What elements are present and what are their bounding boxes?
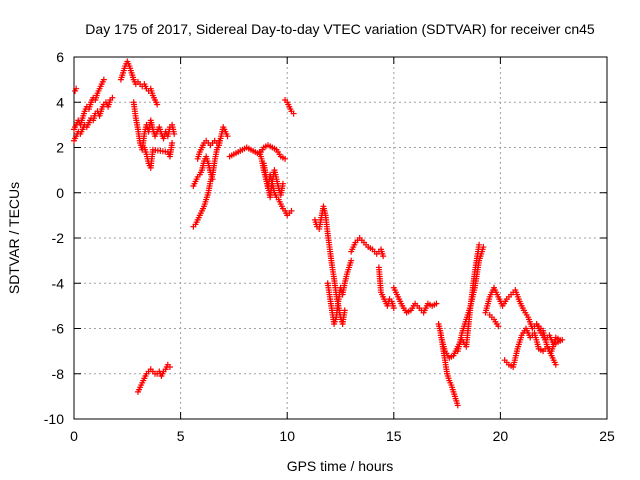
data-point [480, 244, 487, 251]
data-point [290, 110, 297, 117]
series-s25 [501, 325, 559, 370]
data-point [109, 94, 116, 101]
y-tick-label: -8 [52, 366, 65, 382]
y-tick-label: 6 [56, 49, 64, 65]
series-s7 [134, 361, 173, 395]
data-point [288, 207, 295, 214]
y-axis-label: SDTVAR / TECUs [6, 182, 22, 294]
series-s22 [454, 244, 487, 355]
data-points [71, 58, 566, 409]
data-point [454, 402, 461, 409]
y-tick-label: 4 [56, 94, 64, 110]
data-point [224, 133, 231, 140]
data-point [341, 307, 348, 314]
series-s18 [375, 264, 397, 312]
chart-title: Day 175 of 2017, Sidereal Day-to-day VTE… [85, 21, 595, 37]
data-point [552, 361, 559, 368]
y-tick-label: -10 [44, 411, 64, 427]
series-s17 [348, 235, 387, 260]
x-tick-label: 10 [279, 428, 295, 444]
series-s26 [535, 323, 564, 355]
y-tick-label: 0 [56, 185, 64, 201]
data-point [100, 76, 107, 83]
series-s11 [226, 142, 289, 162]
data-point [433, 300, 440, 307]
series-s20 [435, 320, 461, 409]
series-s4 [117, 58, 161, 108]
series-s14 [282, 96, 297, 117]
series-s13 [260, 160, 286, 201]
data-point [171, 130, 178, 137]
x-axis-label: GPS time / hours [287, 458, 394, 474]
y-tick-label: -6 [52, 321, 65, 337]
series-s15 [311, 203, 348, 327]
series-s24 [486, 311, 502, 330]
x-tick-label: 15 [386, 428, 402, 444]
data-point [557, 336, 564, 343]
data-point [166, 363, 173, 370]
x-tick-label: 20 [493, 428, 509, 444]
series-s9 [190, 153, 216, 189]
data-point [154, 101, 161, 108]
data-point [380, 253, 387, 260]
data-point [348, 257, 355, 264]
grid-layer [74, 57, 607, 419]
data-point [215, 137, 222, 144]
series-s2 [71, 76, 107, 133]
data-point [73, 85, 80, 92]
x-tick-label: 25 [599, 428, 615, 444]
x-tick-label: 5 [177, 428, 185, 444]
series-s6 [141, 139, 176, 171]
data-point [282, 155, 289, 162]
tick-layer: 0 5 10 15 20 25 -10 -8 -6 -4 -2 0 2 4 6 [44, 49, 615, 444]
data-point [390, 305, 397, 312]
y-tick-label: -2 [52, 230, 65, 246]
series-s8 [190, 124, 231, 230]
series-s1 [71, 94, 116, 144]
series-s5 [130, 99, 178, 153]
data-point [169, 139, 176, 146]
series-s19 [390, 284, 440, 316]
series-s3 [72, 85, 80, 94]
data-point [209, 176, 216, 183]
series-s16 [324, 257, 355, 327]
data-point [279, 180, 286, 187]
data-point [495, 323, 502, 330]
y-tick-label: -4 [52, 275, 65, 291]
x-tick-label: 0 [70, 428, 78, 444]
data-point [476, 241, 483, 248]
y-tick-label: 2 [56, 140, 64, 156]
series-s10 [194, 137, 222, 162]
